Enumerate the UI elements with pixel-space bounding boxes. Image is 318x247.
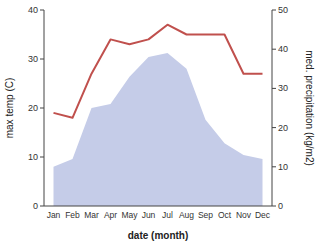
- x-tick-label: Feb: [65, 210, 80, 220]
- y-tick: [40, 206, 44, 207]
- x-tick-label: Jan: [47, 210, 61, 220]
- x-tick-label: May: [121, 210, 138, 220]
- y-tick-label: 40: [28, 5, 38, 15]
- chart-container: 0 10 20 30 40 0 10 20 30 40 50 Jan Feb Mar Apr May Jun Ju…: [0, 0, 318, 247]
- y2-tick-label: 20: [278, 123, 288, 133]
- y-axis-label: max temp (C): [4, 78, 15, 139]
- y-tick: [40, 59, 44, 60]
- axes: 0 10 20 30 40 0 10 20 30 40 50 Jan Feb Mar Apr May Jun Ju…: [28, 5, 288, 220]
- y2-tick: [272, 166, 276, 167]
- right-axis-line: [272, 10, 273, 206]
- x-tick-label: Oct: [218, 210, 232, 220]
- y2-tick-label: 40: [278, 44, 288, 54]
- y-tick-label: 30: [28, 54, 38, 64]
- x-tick-label: Nov: [236, 210, 252, 220]
- chart: 0 10 20 30 40 0 10 20 30 40 50 Jan Feb Mar Apr May Jun Ju…: [0, 0, 318, 247]
- y2-tick-label: 0: [278, 201, 283, 211]
- temperature-line: [54, 25, 263, 118]
- y-tick: [40, 157, 44, 158]
- y2-tick-label: 10: [278, 162, 288, 172]
- y-tick-label: 0: [33, 201, 38, 211]
- y2-tick: [272, 49, 276, 50]
- y2-tick: [272, 206, 276, 207]
- x-tick-label: Dec: [255, 210, 271, 220]
- y-tick: [40, 108, 44, 109]
- x-tick-label: Apr: [104, 210, 117, 220]
- x-tick-label: Mar: [84, 210, 99, 220]
- y-tick: [40, 10, 44, 11]
- x-axis-line: [44, 206, 272, 207]
- y-tick-label: 20: [28, 103, 38, 113]
- y2-tick: [272, 127, 276, 128]
- x-tick-label: Aug: [179, 210, 194, 220]
- y2-tick-label: 30: [278, 83, 288, 93]
- plot-area: [54, 25, 263, 206]
- y2-tick-label: 50: [278, 5, 288, 15]
- y2-axis-label: med. precipitation (kg/m2): [304, 50, 315, 166]
- x-tick-label: Jul: [162, 210, 173, 220]
- y2-tick: [272, 10, 276, 11]
- y2-tick: [272, 88, 276, 89]
- precipitation-area: [54, 53, 263, 206]
- y-tick-label: 10: [28, 152, 38, 162]
- x-tick-label: Jun: [142, 210, 156, 220]
- x-tick-label: Sep: [198, 210, 213, 220]
- x-axis-label: date (month): [128, 230, 189, 241]
